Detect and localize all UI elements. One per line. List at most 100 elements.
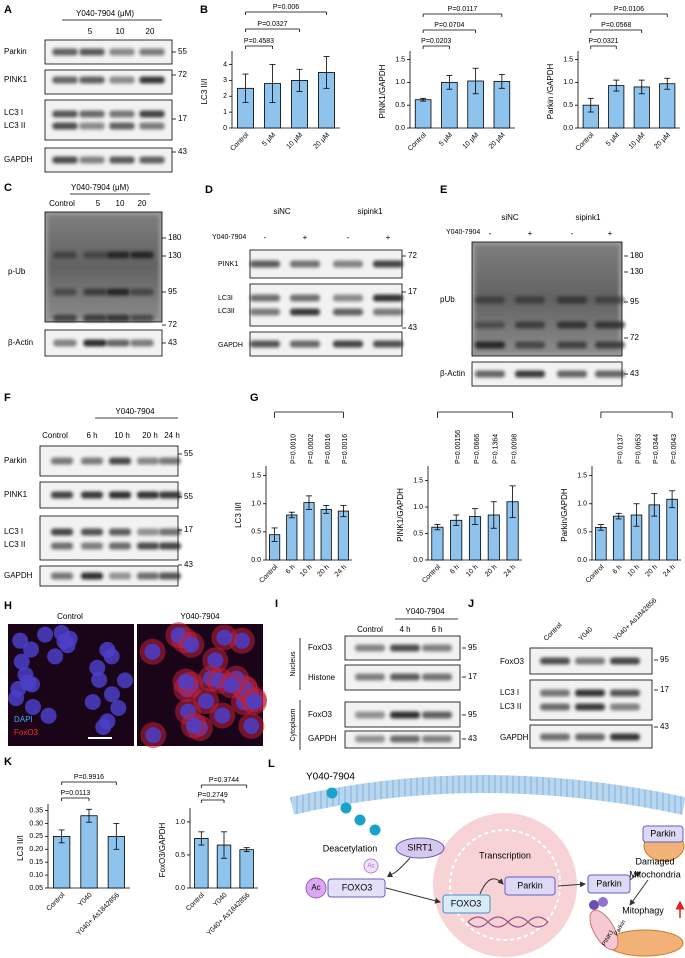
p-value: P=0.0016 xyxy=(342,434,349,464)
p-value: P=0.0344 xyxy=(653,434,660,464)
x-tick-label: 10 μM xyxy=(628,132,647,151)
x-tick-label: 10 h xyxy=(465,564,480,579)
fraction-label: Cytoplasm xyxy=(290,708,297,741)
marker-label: 95 xyxy=(630,297,639,306)
marker-label: 72 xyxy=(630,333,639,342)
bar xyxy=(194,838,209,889)
blot-band xyxy=(136,542,160,550)
blot-band xyxy=(557,341,587,349)
p-value: P=0.0010 xyxy=(291,434,298,464)
blot-band xyxy=(595,296,625,304)
blot-band xyxy=(106,288,130,296)
sign-label: - xyxy=(264,233,267,242)
blot xyxy=(529,679,653,721)
blot-band xyxy=(575,703,605,711)
blot-band xyxy=(422,644,452,652)
marker-label: 180 xyxy=(168,233,182,242)
blot-band xyxy=(79,76,105,84)
blot-band xyxy=(53,314,77,322)
nucleus-stain xyxy=(23,641,40,658)
treatment-label: Y040-7904 xyxy=(115,407,155,416)
row-label: β-Actin xyxy=(8,338,33,347)
blot-band xyxy=(475,321,505,329)
blot-band xyxy=(79,122,105,130)
group-label: sipink1 xyxy=(358,207,383,216)
blot-band xyxy=(422,735,452,743)
y-tick-label: 1.5 xyxy=(395,56,405,63)
blot xyxy=(44,99,173,141)
x-tick-label: 20 h xyxy=(644,564,659,579)
blot-band xyxy=(106,339,130,347)
blot-band xyxy=(610,733,640,741)
row-label: LC3 I xyxy=(4,527,23,536)
node-label: Mitochondria xyxy=(629,869,681,879)
blot-band xyxy=(333,260,363,268)
blot-band xyxy=(50,572,74,580)
p-value: P=0.9916 xyxy=(74,774,104,781)
p-value: P=0.0016 xyxy=(325,434,332,464)
lane-label: 20 xyxy=(146,27,155,36)
marker-label: 43 xyxy=(184,560,193,569)
x-tick-label: 6 h xyxy=(449,564,461,576)
y-tick-label: 0.5 xyxy=(563,102,573,109)
y-tick-label: 1.5 xyxy=(251,472,261,479)
lane-label: Y040 xyxy=(578,626,595,643)
panel-letter: A xyxy=(4,4,12,16)
group-label: sipink1 xyxy=(576,213,601,222)
process-label: Transcription xyxy=(479,850,531,860)
lane-label: 10 xyxy=(116,199,125,208)
node-label: FOXO3 xyxy=(451,898,482,908)
blot-band xyxy=(52,48,78,56)
x-tick-label: Y040 xyxy=(212,892,229,909)
blot-band xyxy=(390,711,420,719)
bar xyxy=(595,526,607,561)
blot-band xyxy=(83,251,107,259)
nucleus-stain xyxy=(144,643,161,660)
blot-band xyxy=(136,528,160,536)
blot-band xyxy=(106,251,130,259)
row-label: β-Actin xyxy=(440,369,465,378)
blot-band xyxy=(290,260,320,268)
bar xyxy=(80,815,98,889)
y-axis-label: FoxO3/GAPDH xyxy=(158,822,167,877)
blot-band xyxy=(106,314,130,322)
blot-band xyxy=(136,572,160,580)
nucleus-stain xyxy=(116,672,133,689)
nucleus-stain xyxy=(99,641,116,658)
marker-label: 17 xyxy=(178,114,187,123)
blot-band xyxy=(50,542,74,550)
blot-band xyxy=(355,735,385,743)
bar xyxy=(612,515,625,561)
y-tick-label: 1 xyxy=(223,109,227,116)
y-tick-label: 0.5 xyxy=(577,529,587,536)
y-axis-label: Parkin /GAPDH xyxy=(546,63,555,119)
y-tick-label: 1.0 xyxy=(395,79,405,86)
bar xyxy=(320,508,332,561)
blot-band xyxy=(139,110,165,118)
blot-band xyxy=(373,260,403,268)
blot-band xyxy=(373,340,403,348)
lane-label: Y040+ As1842856 xyxy=(613,597,659,643)
node-label: Damaged xyxy=(635,856,674,866)
node-label: Ac xyxy=(367,864,374,870)
y-axis-label: LC3 II/I xyxy=(16,835,25,861)
lane-label: 5 xyxy=(88,27,93,36)
x-tick-label: 20 μM xyxy=(312,132,331,151)
blot-band xyxy=(50,491,74,499)
blot-band xyxy=(108,491,132,499)
y-axis-label: PINK1/GAPDH xyxy=(396,488,405,542)
treatment-label: Y040-7904 (μM) xyxy=(76,9,134,18)
marker-label: 17 xyxy=(184,525,193,534)
node-label: Parkin xyxy=(517,880,543,890)
x-tick-label: Control xyxy=(421,563,442,584)
y-tick-label: 4 xyxy=(223,61,227,68)
blot-band xyxy=(290,308,320,316)
marker-label: 130 xyxy=(168,251,182,260)
treatment-label: Y040-7904 (μM) xyxy=(71,183,129,192)
blot-band xyxy=(53,339,77,347)
nucleus-stain xyxy=(84,693,101,710)
bar xyxy=(659,83,676,129)
sign-label: + xyxy=(608,229,613,238)
nucleus-stain xyxy=(91,671,108,688)
y-tick-label: 1.5 xyxy=(577,472,587,479)
